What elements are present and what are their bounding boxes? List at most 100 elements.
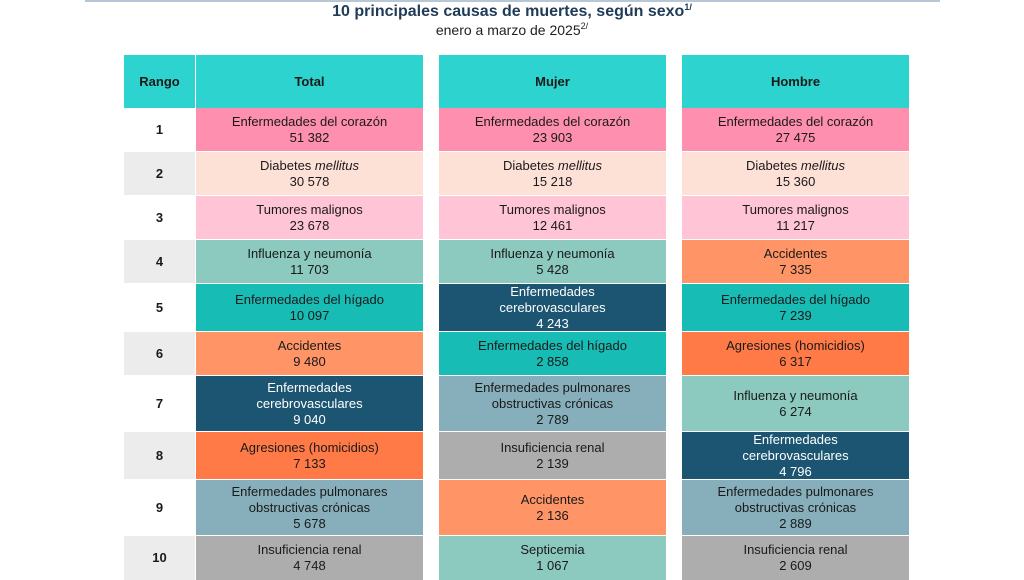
- death-count: 15 218: [532, 173, 573, 189]
- cause-cell-mujer: Enfermedades del corazón 23 903: [439, 108, 666, 151]
- cause-name: Enfermedades del hígado: [478, 337, 627, 353]
- rank-cell: 2: [124, 152, 195, 195]
- cause-cell-hombre: Diabetes mellitus 15 360: [682, 152, 909, 195]
- rank-cell: 4: [124, 240, 195, 283]
- death-count: 15 360: [775, 173, 816, 189]
- cause-cell-mujer: Enfermedades pulmonares obstructivas crón…: [439, 376, 666, 431]
- cause-cell-mujer: Enfermedades cerebrovasculares 4 243: [439, 284, 666, 331]
- death-count: 9 040: [293, 411, 326, 427]
- cause-cell-mujer: Septicemia 1 067: [439, 536, 666, 580]
- cause-name: obstructivas crónicas: [248, 499, 371, 515]
- death-count: 6 317: [779, 353, 812, 369]
- cause-name: Tumores malignos: [256, 201, 363, 217]
- cause-name: Accidentes: [763, 245, 828, 261]
- cause-cell-total: Enfermedades pulmonares obstructivas crón…: [196, 480, 423, 535]
- cause-cell-total: Accidentes 9 480: [196, 332, 423, 375]
- header-mujer: Mujer: [439, 55, 666, 108]
- header-hombre: Hombre: [682, 55, 909, 108]
- rank-cell: 9: [124, 480, 195, 535]
- cause-cell-hombre: Agresiones (homicidios) 6 317: [682, 332, 909, 375]
- death-count: 5 428: [536, 261, 569, 277]
- cause-name: Tumores malignos: [499, 201, 606, 217]
- cause-cell-total: Tumores malignos 23 678: [196, 196, 423, 239]
- subtitle-footnote: 2/: [580, 21, 589, 31]
- cause-name: obstructivas crónicas: [734, 499, 857, 515]
- header-total: Total: [196, 55, 423, 108]
- cause-name: Enfermedades del corazón: [717, 113, 874, 129]
- cause-cell-total: Diabetes mellitus 30 578: [196, 152, 423, 195]
- cause-cell-hombre: Tumores malignos 11 217: [682, 196, 909, 239]
- death-count: 11 703: [290, 261, 329, 277]
- death-count: 2 789: [536, 411, 569, 427]
- cause-cell-total: Agresiones (homicidios) 7 133: [196, 432, 423, 479]
- death-count: 2 136: [536, 507, 569, 523]
- cause-cell-total: Enfermedades cerebrovasculares 9 040: [196, 376, 423, 431]
- cause-cell-hombre: Influenza y neumonía 6 274: [682, 376, 909, 431]
- cause-name: Enfermedades del hígado: [235, 291, 384, 307]
- top-divider: [85, 0, 940, 2]
- cause-name: cerebrovasculares: [499, 299, 606, 315]
- death-count: 30 578: [289, 173, 330, 189]
- cause-name: Diabetes mellitus: [746, 157, 845, 173]
- cause-cell-total: Enfermedades del corazón 51 382: [196, 108, 423, 151]
- cause-name: cerebrovasculares: [742, 447, 849, 463]
- cause-name: Diabetes mellitus: [260, 157, 359, 173]
- cause-name: Agresiones (homicidios): [240, 439, 379, 455]
- death-count: 11 217: [776, 217, 815, 233]
- rank-cell: 1: [124, 108, 195, 151]
- death-count: 23 678: [289, 217, 330, 233]
- cause-cell-total: Enfermedades del hígado 10 097: [196, 284, 423, 331]
- cause-name: Accidentes: [520, 491, 585, 507]
- cause-name: Accidentes: [277, 337, 342, 353]
- rank-cell: 3: [124, 196, 195, 239]
- death-count: 6 274: [779, 403, 812, 419]
- rank-cell: 5: [124, 284, 195, 331]
- death-count: 7 335: [779, 261, 812, 277]
- cause-cell-mujer: Diabetes mellitus 15 218: [439, 152, 666, 195]
- cause-name: Insuficiencia renal: [743, 542, 848, 557]
- cause-cell-mujer: Enfermedades del hígado 2 858: [439, 332, 666, 375]
- cause-cell-hombre: Insuficiencia renal 2 609: [682, 536, 909, 580]
- cause-name: Septicemia: [520, 542, 585, 557]
- cause-name: Enfermedades pulmonares: [231, 483, 388, 499]
- cause-name: Enfermedades pulmonares: [717, 483, 874, 499]
- cause-name: Enfermedades: [267, 379, 352, 395]
- cause-name: Tumores malignos: [742, 201, 849, 217]
- cause-name: Enfermedades: [510, 284, 595, 299]
- cause-name: Enfermedades pulmonares: [474, 379, 631, 395]
- death-count: 4 748: [293, 558, 326, 573]
- death-count: 9 480: [293, 353, 326, 369]
- death-count: 2 858: [536, 353, 569, 369]
- death-count: 10 097: [289, 307, 330, 323]
- rank-cell: 7: [124, 376, 195, 431]
- death-count: 2 609: [779, 558, 812, 573]
- chart-title: 10 principales causas de muertes, según …: [332, 2, 692, 20]
- cause-cell-hombre: Enfermedades cerebrovasculares 4 796: [682, 432, 909, 479]
- cause-name: Insuficiencia renal: [257, 542, 362, 557]
- death-count: 4 243: [536, 315, 569, 331]
- rank-cell: 6: [124, 332, 195, 375]
- death-count: 12 461: [532, 217, 573, 233]
- death-count: 2 139: [536, 455, 569, 471]
- cause-cell-mujer: Accidentes 2 136: [439, 480, 666, 535]
- cause-name: Diabetes mellitus: [503, 157, 602, 173]
- death-count: 5 678: [293, 515, 326, 531]
- death-count: 4 796: [779, 463, 812, 479]
- cause-cell-hombre: Accidentes 7 335: [682, 240, 909, 283]
- cause-cell-total: Influenza y neumonía 11 703: [196, 240, 423, 283]
- cause-name: Enfermedades del corazón: [474, 113, 631, 129]
- cause-name: Enfermedades del corazón: [231, 113, 388, 129]
- cause-cell-mujer: Tumores malignos 12 461: [439, 196, 666, 239]
- death-count: 51 382: [289, 129, 330, 145]
- cause-name: Agresiones (homicidios): [726, 337, 865, 353]
- death-count: 7 133: [293, 455, 326, 471]
- cause-cell-hombre: Enfermedades del corazón 27 475: [682, 108, 909, 151]
- death-count: 7 239: [779, 307, 812, 323]
- cause-name: Influenza y neumonía: [247, 245, 372, 261]
- cause-name: obstructivas crónicas: [491, 395, 614, 411]
- death-count: 23 903: [532, 129, 573, 145]
- cause-name: Influenza y neumonía: [733, 387, 858, 403]
- death-count: 2 889: [779, 515, 812, 531]
- header-rank: Rango: [124, 55, 195, 108]
